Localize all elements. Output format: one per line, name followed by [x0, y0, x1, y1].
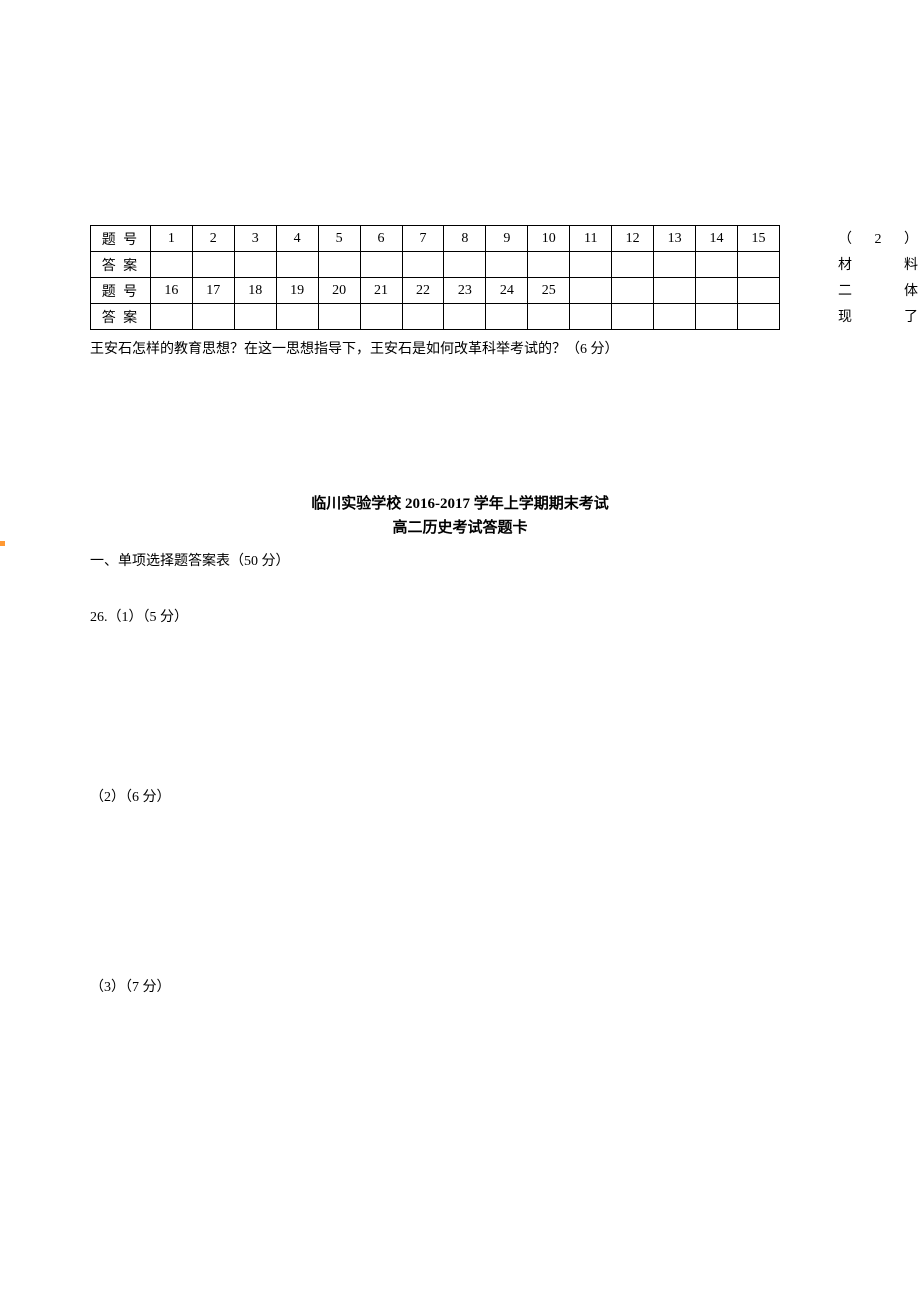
table-cell [444, 252, 486, 278]
table-cell: 16 [150, 278, 192, 304]
wrapped-text-line: （2） [838, 227, 918, 253]
wrapped-text-line: 现 了 [838, 305, 918, 331]
table-cell [486, 252, 528, 278]
table-cell: 20 [318, 278, 360, 304]
table-cell: 24 [486, 278, 528, 304]
answer-table: 题 号 1 2 3 4 5 6 7 8 9 10 11 12 13 14 15 … [90, 225, 780, 330]
table-cell: 21 [360, 278, 402, 304]
table-cell: 8 [444, 226, 486, 252]
table-row: 答 案 [91, 304, 780, 330]
table-cell [318, 252, 360, 278]
table-cell [738, 304, 780, 330]
table-cell [192, 252, 234, 278]
table-cell: 13 [654, 226, 696, 252]
table-cell [486, 304, 528, 330]
table-cell [402, 252, 444, 278]
table-cell [570, 304, 612, 330]
table-cell: 17 [192, 278, 234, 304]
right-wrapped-text: （2） 材 料 二 体 现 了 [838, 227, 918, 331]
table-cell [360, 304, 402, 330]
document-content: 题 号 1 2 3 4 5 6 7 8 9 10 11 12 13 14 15 … [90, 225, 830, 996]
table-cell [234, 252, 276, 278]
table-cell [570, 252, 612, 278]
table-cell: 25 [528, 278, 570, 304]
table-cell [528, 304, 570, 330]
wrapped-text-line: 二 体 [838, 279, 918, 305]
table-cell [528, 252, 570, 278]
table-cell: 10 [528, 226, 570, 252]
table-cell [150, 304, 192, 330]
table-cell [654, 252, 696, 278]
wrapped-text-line: 材 料 [838, 253, 918, 279]
table-cell [276, 252, 318, 278]
table-cell: 23 [444, 278, 486, 304]
row-label: 题 号 [91, 226, 151, 252]
title-line-2: 高二历史考试答题卡 [90, 516, 830, 540]
table-cell: 11 [570, 226, 612, 252]
table-cell [570, 278, 612, 304]
table-cell [612, 252, 654, 278]
orange-marker-icon [0, 541, 5, 546]
question-text: 王安石怎样的教育思想？在这一思想指导下，王安石是如何改革科举考试的？（6 分） [90, 330, 830, 362]
table-cell: 7 [402, 226, 444, 252]
table-cell [696, 278, 738, 304]
table-cell [654, 304, 696, 330]
table-cell: 2 [192, 226, 234, 252]
table-cell [696, 304, 738, 330]
table-cell: 5 [318, 226, 360, 252]
table-cell: 6 [360, 226, 402, 252]
section-header: 一、单项选择题答案表（50 分） [90, 550, 830, 570]
table-cell [738, 278, 780, 304]
table-row: 答 案 [91, 252, 780, 278]
table-cell: 12 [612, 226, 654, 252]
sub-question-1: 26.（1）（5 分） [90, 606, 830, 626]
table-cell: 15 [738, 226, 780, 252]
table-cell [276, 304, 318, 330]
table-cell [318, 304, 360, 330]
table-cell [738, 252, 780, 278]
table-cell: 4 [276, 226, 318, 252]
table-cell [360, 252, 402, 278]
table-cell [612, 304, 654, 330]
table-cell [150, 252, 192, 278]
sub-question-2: （2）（6 分） [90, 786, 830, 806]
table-cell [444, 304, 486, 330]
table-cell [234, 304, 276, 330]
table-cell [192, 304, 234, 330]
table-cell [696, 252, 738, 278]
table-row: 题 号 1 2 3 4 5 6 7 8 9 10 11 12 13 14 15 [91, 226, 780, 252]
row-label: 题 号 [91, 278, 151, 304]
table-cell [654, 278, 696, 304]
table-cell: 3 [234, 226, 276, 252]
title-section: 临川实验学校 2016-2017 学年上学期期末考试 高二历史考试答题卡 [90, 492, 830, 540]
table-cell [402, 304, 444, 330]
row-label: 答 案 [91, 252, 151, 278]
table-row: 题 号 16 17 18 19 20 21 22 23 24 25 [91, 278, 780, 304]
table-cell: 9 [486, 226, 528, 252]
row-label: 答 案 [91, 304, 151, 330]
table-cell [612, 278, 654, 304]
table-cell: 14 [696, 226, 738, 252]
table-cell: 19 [276, 278, 318, 304]
sub-question-3: （3）（7 分） [90, 976, 830, 996]
title-line-1: 临川实验学校 2016-2017 学年上学期期末考试 [90, 492, 830, 516]
table-cell: 18 [234, 278, 276, 304]
table-cell: 1 [150, 226, 192, 252]
table-cell: 22 [402, 278, 444, 304]
